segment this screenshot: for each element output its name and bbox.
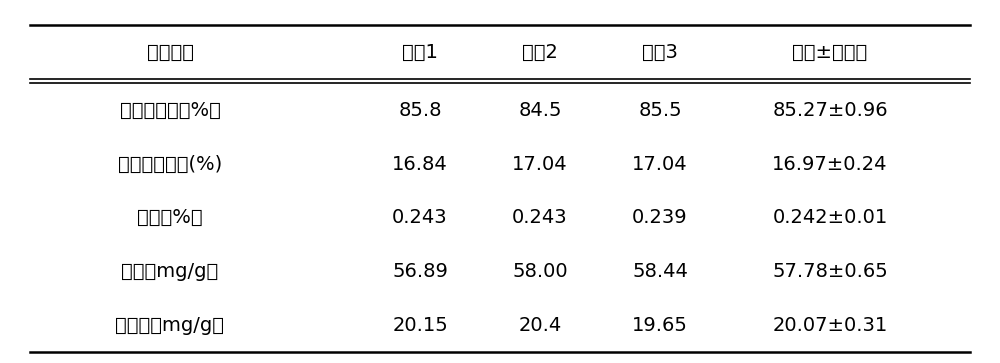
Text: 17.04: 17.04: [632, 155, 688, 174]
Text: 84.5: 84.5: [518, 101, 562, 120]
Text: 56.89: 56.89: [392, 262, 448, 281]
Text: 16.97±0.24: 16.97±0.24: [772, 155, 888, 174]
Text: 85.5: 85.5: [638, 101, 682, 120]
Text: 0.243: 0.243: [392, 208, 448, 227]
Text: 可溶性固形物(%): 可溶性固形物(%): [118, 155, 222, 174]
Text: 20.4: 20.4: [518, 316, 562, 335]
Text: 总酸（%）: 总酸（%）: [137, 208, 203, 227]
Text: 20.07±0.31: 20.07±0.31: [772, 316, 888, 335]
Text: 重复3: 重复3: [642, 42, 678, 62]
Text: 58.44: 58.44: [632, 262, 688, 281]
Text: 16.84: 16.84: [392, 155, 448, 174]
Text: 85.27±0.96: 85.27±0.96: [772, 101, 888, 120]
Text: 0.242±0.01: 0.242±0.01: [772, 208, 888, 227]
Text: 鲜样含水量（%）: 鲜样含水量（%）: [120, 101, 220, 120]
Text: 重复2: 重复2: [522, 42, 558, 62]
Text: 花色苷（mg/g）: 花色苷（mg/g）: [116, 316, 224, 335]
Text: 0.243: 0.243: [512, 208, 568, 227]
Text: 平均±标准差: 平均±标准差: [792, 42, 868, 62]
Text: 重复1: 重复1: [402, 42, 438, 62]
Text: 19.65: 19.65: [632, 316, 688, 335]
Text: 总酚（mg/g）: 总酚（mg/g）: [121, 262, 219, 281]
Text: 58.00: 58.00: [512, 262, 568, 281]
Text: 85.8: 85.8: [398, 101, 442, 120]
Text: 0.239: 0.239: [632, 208, 688, 227]
Text: 营养成分: 营养成分: [146, 42, 194, 62]
Text: 57.78±0.65: 57.78±0.65: [772, 262, 888, 281]
Text: 20.15: 20.15: [392, 316, 448, 335]
Text: 17.04: 17.04: [512, 155, 568, 174]
